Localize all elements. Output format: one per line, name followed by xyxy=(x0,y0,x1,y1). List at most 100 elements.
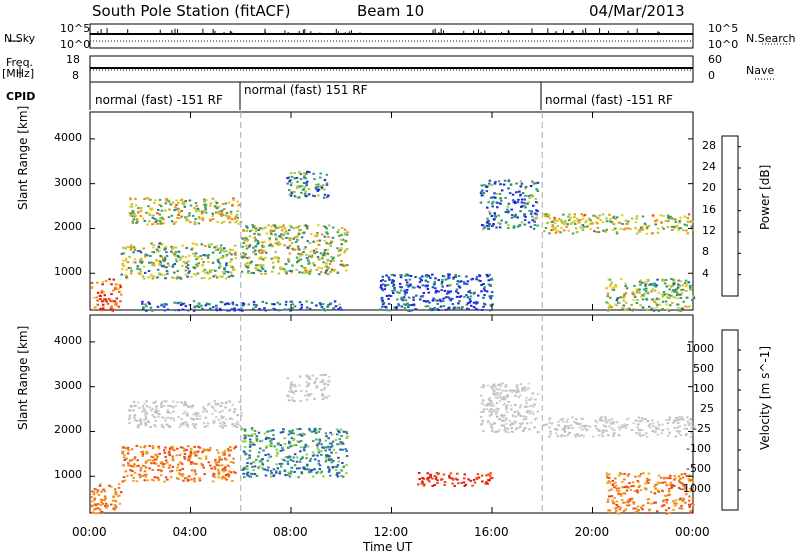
power-cell xyxy=(235,213,239,216)
velocity-cell xyxy=(295,428,299,431)
velocity-cell xyxy=(184,403,188,406)
power-cell xyxy=(226,309,229,312)
velocity-cell xyxy=(501,389,505,392)
power-cell xyxy=(466,302,470,305)
velocity-cell xyxy=(417,483,420,486)
velocity-ytick-label: 4000 xyxy=(54,333,82,347)
power-cell xyxy=(257,249,261,252)
power-cell xyxy=(344,250,347,252)
power-cell xyxy=(263,307,266,310)
velocity-cell xyxy=(126,474,129,477)
velocity-cell xyxy=(195,411,199,414)
velocity-cell xyxy=(141,455,145,457)
velocity-cell xyxy=(267,437,271,440)
velocity-cell xyxy=(678,416,681,418)
velocity-cell xyxy=(498,418,501,421)
velocity-cell xyxy=(635,432,638,435)
power-cell xyxy=(146,254,149,257)
velocity-cell xyxy=(421,480,424,483)
velocity-cell xyxy=(649,426,652,429)
power-cell xyxy=(258,233,261,236)
power-cell xyxy=(229,265,233,268)
power-cell xyxy=(271,261,275,264)
velocity-cell xyxy=(449,472,453,475)
power-cell xyxy=(268,244,271,247)
power-cell xyxy=(215,309,219,312)
power-cell xyxy=(174,246,177,249)
velocity-cell xyxy=(250,435,254,437)
velocity-cell xyxy=(673,484,676,487)
power-cell xyxy=(271,224,275,227)
velocity-cell xyxy=(275,448,278,451)
power-cell xyxy=(427,274,431,277)
velocity-cell xyxy=(630,497,634,500)
velocity-cell xyxy=(177,463,180,466)
power-cell xyxy=(130,246,133,249)
velocity-cell xyxy=(681,499,684,502)
velocity-cell xyxy=(523,389,527,392)
velocity-cell xyxy=(681,417,684,420)
power-cell xyxy=(456,292,460,295)
velocity-cell xyxy=(252,469,255,471)
power-cell xyxy=(434,299,438,302)
velocity-cell xyxy=(167,404,170,407)
velocity-cell xyxy=(160,474,163,477)
freq-tick-top: 18 xyxy=(66,53,80,66)
cpid-segment-3: normal (fast) -151 RF xyxy=(545,93,673,107)
power-cell xyxy=(93,296,96,299)
velocity-cell xyxy=(492,409,495,411)
velocity-cell xyxy=(339,448,342,451)
power-cell xyxy=(238,203,242,206)
velocity-cell xyxy=(190,417,193,420)
velocity-cell xyxy=(649,491,653,493)
power-cell xyxy=(305,195,308,198)
power-cell xyxy=(240,307,243,310)
power-cell xyxy=(304,190,307,193)
power-cell xyxy=(305,172,308,175)
power-cell xyxy=(303,193,307,196)
velocity-cell xyxy=(500,424,504,427)
power-cell xyxy=(167,216,171,219)
velocity-cell xyxy=(602,424,606,427)
velocity-cell xyxy=(249,462,253,465)
velocity-cell xyxy=(248,456,251,459)
velocity-cell xyxy=(305,375,309,378)
power-cell xyxy=(610,221,614,224)
velocity-cell xyxy=(172,448,175,451)
velocity-cell xyxy=(486,404,489,407)
velocity-cell xyxy=(494,411,497,414)
power-cell xyxy=(170,214,173,217)
power-cell xyxy=(490,202,494,205)
velocity-cell xyxy=(332,448,336,451)
velocity-cell xyxy=(585,428,588,431)
velocity-cell xyxy=(487,473,490,476)
power-cell xyxy=(149,255,152,257)
velocity-cell xyxy=(559,418,562,421)
power-cell xyxy=(195,210,198,213)
power-cell xyxy=(598,214,601,217)
power-cell xyxy=(219,244,223,247)
velocity-cell xyxy=(524,405,527,408)
velocity-cell xyxy=(135,444,139,447)
velocity-cell xyxy=(167,466,171,469)
power-cell xyxy=(605,286,608,289)
velocity-cell xyxy=(164,455,167,458)
velocity-cell xyxy=(341,462,344,464)
velocity-cell xyxy=(427,478,430,481)
power-cell xyxy=(338,253,342,256)
velocity-colorbar-tick-label: 1000 xyxy=(686,342,714,355)
velocity-cell xyxy=(669,482,673,485)
power-cell xyxy=(120,293,123,296)
power-cell xyxy=(176,216,179,219)
power-cell xyxy=(686,232,689,235)
velocity-cell xyxy=(205,410,208,413)
velocity-cell xyxy=(524,416,528,419)
velocity-cell xyxy=(623,472,626,475)
power-cell xyxy=(142,306,145,309)
power-cell xyxy=(140,209,143,212)
velocity-cell xyxy=(290,466,293,469)
velocity-cell xyxy=(157,410,160,412)
power-cell xyxy=(126,261,130,264)
velocity-cell xyxy=(650,502,653,505)
velocity-cell xyxy=(183,410,187,413)
